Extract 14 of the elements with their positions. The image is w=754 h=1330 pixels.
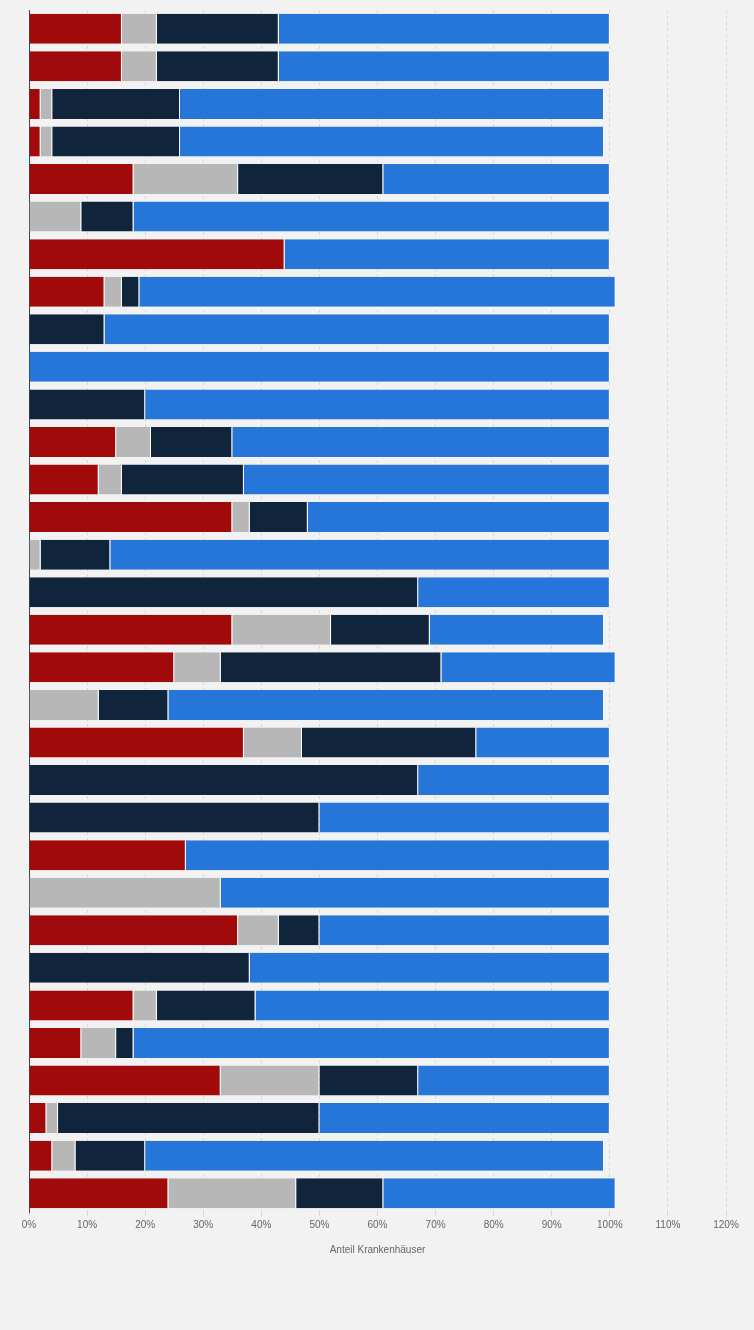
x-tick-label: 10% — [77, 1218, 98, 1230]
x-axis-title: Anteil Krankenhäuser — [329, 1243, 426, 1255]
x-tick-label: 70% — [425, 1218, 446, 1230]
x-tick-label: 110% — [655, 1218, 681, 1230]
x-tick-label: 20% — [135, 1218, 156, 1230]
x-tick-label: 90% — [541, 1218, 562, 1230]
x-tick-label: 100% — [597, 1218, 623, 1230]
x-tick-label: 120% — [713, 1218, 739, 1230]
x-tick-label: 50% — [309, 1218, 330, 1230]
x-tick-label: 30% — [193, 1218, 214, 1230]
x-tick-label: 0% — [21, 1218, 37, 1230]
x-tick-label: 40% — [251, 1218, 272, 1230]
x-tick-label: 60% — [367, 1218, 388, 1230]
x-tick-label: 80% — [483, 1218, 504, 1230]
